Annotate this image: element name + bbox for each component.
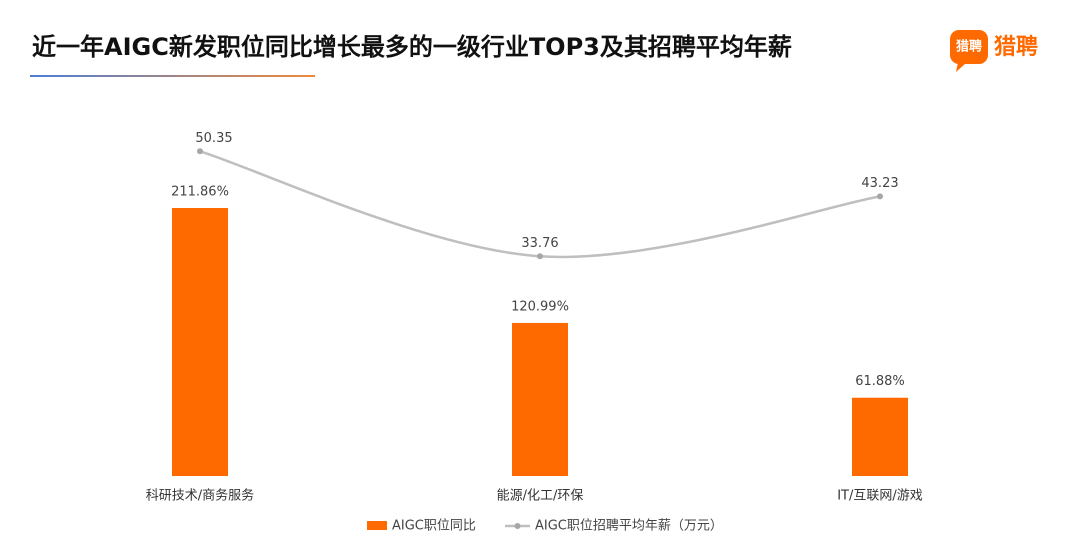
line-point (197, 148, 203, 155)
legend-swatch (367, 521, 387, 530)
legend-swatch (514, 523, 521, 529)
data-label: 61.88% (855, 374, 905, 389)
logo-tail (956, 62, 966, 72)
logo-text: 猎聘 (994, 35, 1038, 60)
chart-title: 近一年AIGC新发职位同比增长最多的一级行业TOP3及其招聘平均年薪 (32, 33, 792, 61)
title-underline (30, 75, 315, 77)
line-point (877, 193, 883, 200)
bar (512, 322, 568, 476)
bar (172, 207, 228, 476)
legend-label: AIGC职位同比 (392, 519, 476, 534)
data-label: 43.23 (861, 176, 898, 191)
data-label: 33.76 (521, 236, 558, 251)
data-label: 211.86% (171, 184, 229, 199)
x-tick-label: 能源/化工/环保 (497, 489, 584, 504)
logo: 猎聘 猎聘 (950, 30, 1038, 72)
x-tick-label: 科研技术/商务服务 (146, 488, 254, 504)
legend-label: AIGC职位招聘平均年薪（万元） (535, 519, 723, 534)
data-label: 120.99% (511, 299, 569, 314)
x-tick-label: IT/互联网/游戏 (837, 489, 923, 504)
data-label: 50.35 (195, 131, 232, 146)
line-point (537, 253, 543, 260)
logo-icon-text: 猎聘 (956, 39, 982, 55)
bar (852, 397, 908, 476)
logo-icon (950, 30, 988, 64)
